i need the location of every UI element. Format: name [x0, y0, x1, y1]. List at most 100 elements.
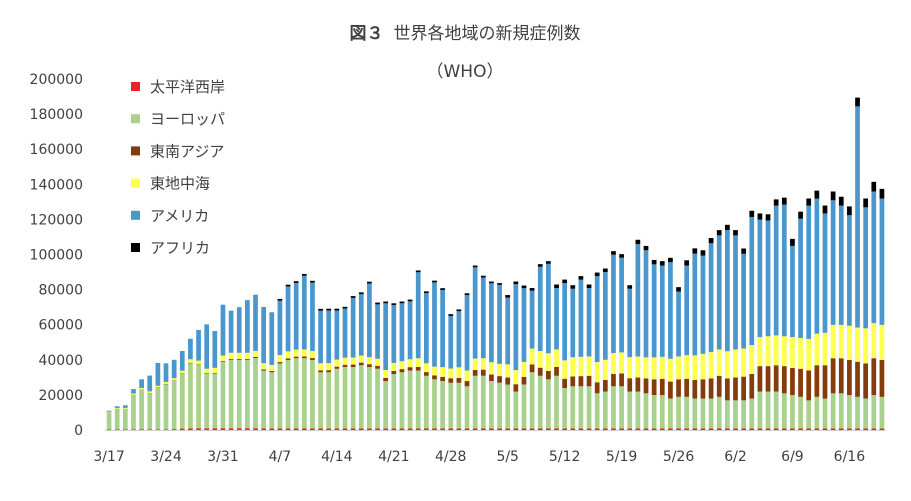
bar-segment	[847, 215, 852, 326]
bar-segment	[822, 428, 828, 430]
bar-segment	[489, 283, 494, 363]
bar-segment	[497, 376, 502, 383]
bar-segment	[383, 369, 389, 378]
bar-segment	[554, 284, 559, 289]
bar-segment	[562, 378, 568, 389]
bar-segment	[383, 301, 389, 304]
bar-segment	[676, 396, 681, 429]
bar-segment	[277, 300, 283, 356]
bar-segment	[684, 355, 690, 379]
bar-segment	[676, 428, 681, 430]
bar-segment	[594, 362, 600, 383]
bar-segment	[635, 356, 641, 378]
bar-segment	[122, 429, 128, 430]
bar-segment	[602, 428, 608, 430]
legend-swatch	[131, 114, 140, 124]
bar-segment	[749, 374, 755, 399]
bar-segment	[822, 213, 828, 333]
bar-segment	[635, 428, 641, 430]
bar-segment	[212, 373, 218, 374]
bar-segment	[334, 366, 340, 369]
bar-segment	[733, 400, 738, 429]
bar-segment	[586, 284, 592, 289]
bar-segment	[310, 428, 315, 430]
bar-segment	[798, 428, 803, 430]
bar-segment	[464, 428, 470, 430]
bar-segment	[781, 428, 787, 430]
bar-segment	[529, 348, 535, 365]
bar-segment	[651, 395, 657, 429]
bar-segment	[285, 284, 291, 287]
bar-segment	[863, 363, 869, 399]
bar-segment	[301, 273, 307, 276]
bar-segment	[635, 244, 641, 357]
bar-segment	[228, 359, 234, 429]
bar-segment	[562, 283, 568, 361]
bar-segment	[220, 361, 226, 429]
y-tick-label: 140000	[30, 177, 83, 193]
bar-segment	[602, 391, 608, 429]
bar-segment	[131, 394, 136, 430]
bar-segment	[212, 331, 218, 368]
bar-segment	[285, 358, 291, 360]
bar-segment	[285, 286, 291, 352]
bar-segment	[586, 356, 592, 376]
bar-segment	[733, 377, 738, 401]
bar-segment	[391, 305, 397, 363]
bar-segment	[383, 377, 389, 382]
bar-segment	[236, 359, 242, 429]
bar-segment	[814, 333, 820, 366]
x-tick-label: 6/9	[781, 449, 804, 465]
bar-segment	[757, 366, 763, 392]
bar-segment	[725, 351, 730, 379]
bar-segment	[619, 373, 624, 387]
bar-segment	[432, 282, 437, 367]
bar-segment	[586, 386, 592, 429]
bar-segment	[261, 363, 266, 370]
bar-segment	[814, 190, 820, 199]
bar-segment	[407, 301, 413, 360]
bar-segment	[367, 281, 372, 284]
bar-segment	[708, 238, 714, 244]
bar-segment	[432, 366, 437, 376]
bar-segment	[440, 376, 445, 382]
bar-segment	[659, 265, 665, 357]
bar-segment	[342, 357, 348, 365]
bar-segment	[440, 288, 445, 290]
bar-segment	[692, 428, 698, 430]
bar-segment	[725, 428, 730, 430]
bar-segment	[830, 191, 836, 201]
bar-segment	[725, 400, 730, 429]
bar-segment	[375, 368, 380, 429]
chart-title: 図３ 世界各地域の新規症例数	[350, 24, 581, 44]
bar-segment	[399, 303, 405, 362]
bar-segment	[106, 412, 112, 430]
bar-segment	[358, 362, 364, 366]
bar-segment	[114, 429, 120, 430]
bar-segment	[383, 381, 389, 429]
legend-swatch	[131, 82, 140, 91]
bar-segment	[749, 345, 755, 375]
bar-segment	[228, 310, 234, 353]
bar-segment	[334, 310, 340, 360]
bar-segment	[643, 245, 649, 251]
bar-segment	[342, 306, 348, 309]
bar-segment	[293, 282, 299, 350]
bar-segment	[497, 382, 502, 429]
bar-segment	[611, 374, 616, 387]
bar-segment	[773, 199, 779, 206]
bar-segment	[399, 361, 405, 370]
bar-segment	[692, 398, 698, 429]
bar-segment	[659, 356, 665, 379]
y-tick-label: 200000	[30, 72, 83, 88]
bar-segment	[537, 266, 543, 352]
bar-segment	[318, 372, 323, 429]
bar-segment	[635, 377, 641, 392]
bar-segment	[554, 367, 559, 376]
bar-segment	[546, 261, 551, 264]
bar-segment	[497, 284, 502, 364]
bar-segment	[318, 363, 323, 371]
bar-segment	[196, 364, 201, 366]
bar-segment	[163, 384, 169, 430]
bar-segment	[472, 375, 478, 429]
